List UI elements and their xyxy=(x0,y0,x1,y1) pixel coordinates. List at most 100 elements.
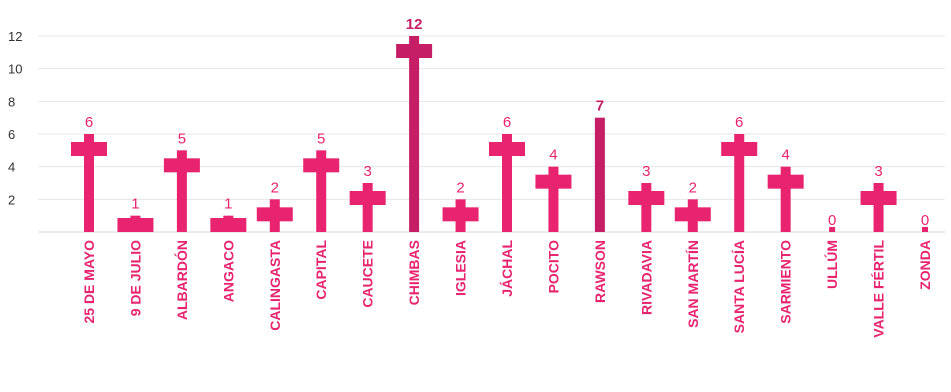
bar-crossbar xyxy=(628,191,665,205)
category-label: CAUCETE xyxy=(360,240,376,308)
y-tick-label: 4 xyxy=(8,160,15,175)
value-label: 2 xyxy=(456,179,464,196)
bar xyxy=(71,134,107,232)
bar xyxy=(303,150,340,232)
bar-stem xyxy=(780,166,791,232)
value-label: 3 xyxy=(363,163,371,180)
value-label: 5 xyxy=(317,130,325,147)
bar-crossbar xyxy=(860,191,897,205)
bar xyxy=(535,166,572,232)
bar-stem xyxy=(734,134,745,232)
bar-crossbar xyxy=(210,218,247,232)
value-label: 6 xyxy=(735,114,743,131)
bars xyxy=(71,36,928,232)
bar-crossbar xyxy=(396,44,433,58)
category-label: 25 DE MAYO xyxy=(81,240,97,324)
value-label: 4 xyxy=(781,147,789,164)
bar xyxy=(442,199,479,232)
category-label: ANGACO xyxy=(220,240,236,302)
bar-crossbar xyxy=(117,218,154,232)
bar-crossbar xyxy=(71,142,107,156)
category-label: CHIMBAS xyxy=(406,240,422,305)
value-label: 2 xyxy=(271,179,279,196)
value-label: 12 xyxy=(406,16,423,33)
bar-stem xyxy=(316,150,327,232)
bar-crossbar xyxy=(721,142,758,156)
bar-stem xyxy=(176,150,187,232)
category-label: 9 DE JULIO xyxy=(127,240,143,316)
value-label: 3 xyxy=(642,163,650,180)
bar-stem xyxy=(502,134,512,232)
category-label: RIVADAVIA xyxy=(638,240,654,315)
bar-stem xyxy=(548,166,559,232)
bar xyxy=(256,199,293,232)
bar-crossbar xyxy=(674,207,711,222)
bar xyxy=(117,215,154,232)
bar xyxy=(163,150,200,232)
value-label: 6 xyxy=(85,114,93,131)
bar xyxy=(628,183,665,232)
value-label: 1 xyxy=(224,196,232,213)
category-label: JÁCHAL xyxy=(499,240,515,297)
category-label: IGLESIA xyxy=(453,240,469,296)
category-label: ULLÚM xyxy=(823,240,840,289)
bar xyxy=(860,183,897,232)
bar-crossbar xyxy=(256,207,293,222)
y-tick-label: 12 xyxy=(8,29,22,44)
value-label: 4 xyxy=(549,147,557,164)
bar-crossbar xyxy=(489,142,525,156)
category-label: ALBARDÓN xyxy=(173,240,190,320)
category-label: POCITO xyxy=(545,240,561,294)
value-label: 2 xyxy=(689,179,697,196)
category-label: SANTA LUCÍA xyxy=(731,240,747,333)
value-label: 0 xyxy=(921,212,929,229)
bar-crossbar xyxy=(349,191,386,205)
value-label: 0 xyxy=(828,212,836,229)
bar-crossbar xyxy=(535,174,572,189)
category-labels: 25 DE MAYO 9 DE JULIO ALBARDÓN ANGACO CALING… xyxy=(81,240,933,338)
bar xyxy=(396,36,433,232)
grid-layer xyxy=(38,35,945,233)
bar-crossbar xyxy=(442,207,479,222)
category-label: CALINGASTA xyxy=(267,240,283,331)
bar xyxy=(767,166,804,232)
category-label: ZONDA xyxy=(917,240,933,290)
category-label: SARMIENTO xyxy=(778,240,794,324)
bar xyxy=(489,134,525,232)
value-label: 7 xyxy=(596,98,604,115)
bar xyxy=(922,227,928,232)
bar xyxy=(674,199,711,232)
bar-crossbar xyxy=(163,158,200,173)
y-tick-label: 2 xyxy=(8,192,15,207)
bar xyxy=(721,134,758,232)
category-label: VALLE FÉRTIL xyxy=(871,240,887,338)
value-label: 6 xyxy=(503,114,511,131)
category-label: CAPITAL xyxy=(313,240,329,300)
bar-stem xyxy=(594,117,605,232)
bar-stub xyxy=(829,227,836,232)
bar-stem xyxy=(641,183,652,232)
y-tick-label: 6 xyxy=(8,127,15,142)
bar-stem xyxy=(409,36,420,232)
bar xyxy=(210,215,247,232)
bar xyxy=(349,183,386,232)
bar-crossbar xyxy=(303,158,340,173)
bar xyxy=(829,227,836,232)
bar-stem xyxy=(362,183,373,232)
bar xyxy=(594,117,605,232)
value-label: 1 xyxy=(131,196,139,213)
category-label: RAWSON xyxy=(592,240,608,303)
value-label: 5 xyxy=(178,130,186,147)
category-label: SAN MARTÍN xyxy=(685,240,701,328)
bar-stem xyxy=(84,134,94,232)
bar-stub xyxy=(922,227,928,232)
y-axis-ticks: 2 4 6 8 10 12 xyxy=(8,29,22,207)
value-label: 3 xyxy=(874,163,882,180)
bar-crossbar xyxy=(767,174,804,189)
y-tick-label: 10 xyxy=(8,62,22,77)
bar-stem xyxy=(873,183,884,232)
y-tick-label: 8 xyxy=(8,94,15,109)
